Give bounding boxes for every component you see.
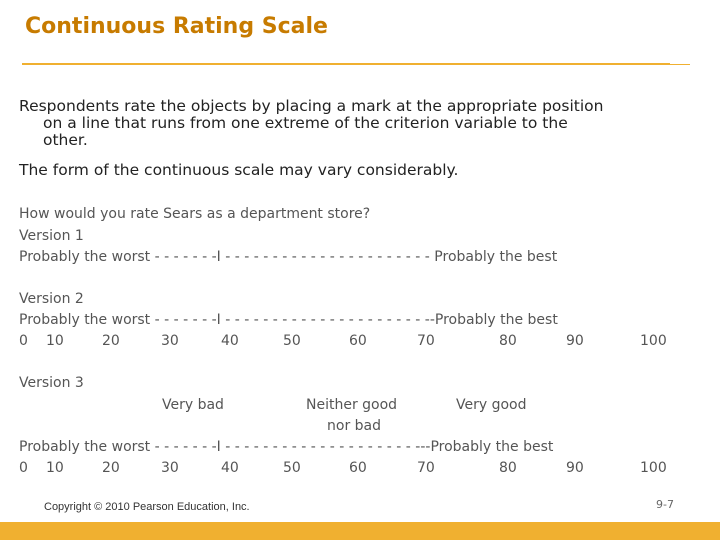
anchor-neither-good: Neither good [306, 397, 398, 413]
intro-line-3: other. [43, 131, 88, 149]
version-3-label: Version 3 [19, 375, 84, 391]
page-title: Continuous Rating Scale [25, 14, 328, 39]
copyright-notice: Copyright © 2010 Pearson Education, Inc. [44, 501, 250, 513]
tick-label: 50 [283, 333, 301, 349]
anchor-very-bad: Very bad [162, 397, 224, 413]
version-1-label: Version 1 [19, 228, 84, 244]
tick-label: 80 [499, 460, 517, 476]
tick-label: 40 [221, 460, 239, 476]
tick-label: 90 [566, 333, 584, 349]
tick-label: 70 [417, 460, 435, 476]
tick-label: 100 [640, 333, 667, 349]
tick-label: 80 [499, 333, 517, 349]
anchor-nor-bad: nor bad [327, 418, 381, 434]
intro-line-2: on a line that runs from one extreme of … [43, 114, 568, 132]
intro-line-1: Respondents rate the objects by placing … [19, 97, 604, 115]
tick-label: 30 [161, 460, 179, 476]
page-number: 9-7 [656, 498, 674, 511]
version-2-scale: Probably the worst - - - - - - -I - - - … [19, 312, 558, 328]
tick-label: 0 [19, 460, 28, 476]
tick-label: 30 [161, 333, 179, 349]
tick-label: 10 [46, 460, 64, 476]
tick-label: 70 [417, 333, 435, 349]
anchor-very-good: Very good [456, 397, 527, 413]
title-underline [22, 63, 670, 65]
version-2-label: Version 2 [19, 291, 84, 307]
question-text: How would you rate Sears as a department… [19, 206, 371, 222]
tick-label: 40 [221, 333, 239, 349]
tick-label: 20 [102, 333, 120, 349]
tick-label: 60 [349, 333, 367, 349]
footer-bar [0, 522, 720, 540]
version-3-scale: Probably the worst - - - - - - -I - - - … [19, 439, 554, 455]
tick-label: 100 [640, 460, 667, 476]
title-underline-tail [670, 64, 690, 65]
tick-label: 0 [19, 333, 28, 349]
intro-paragraph: Respondents rate the objects by placing … [19, 98, 709, 149]
tick-label: 90 [566, 460, 584, 476]
version-1-scale: Probably the worst - - - - - - -I - - - … [19, 249, 558, 265]
tick-label: 60 [349, 460, 367, 476]
tick-label: 20 [102, 460, 120, 476]
intro-line-4: The form of the continuous scale may var… [19, 161, 459, 179]
tick-label: 10 [46, 333, 64, 349]
tick-label: 50 [283, 460, 301, 476]
